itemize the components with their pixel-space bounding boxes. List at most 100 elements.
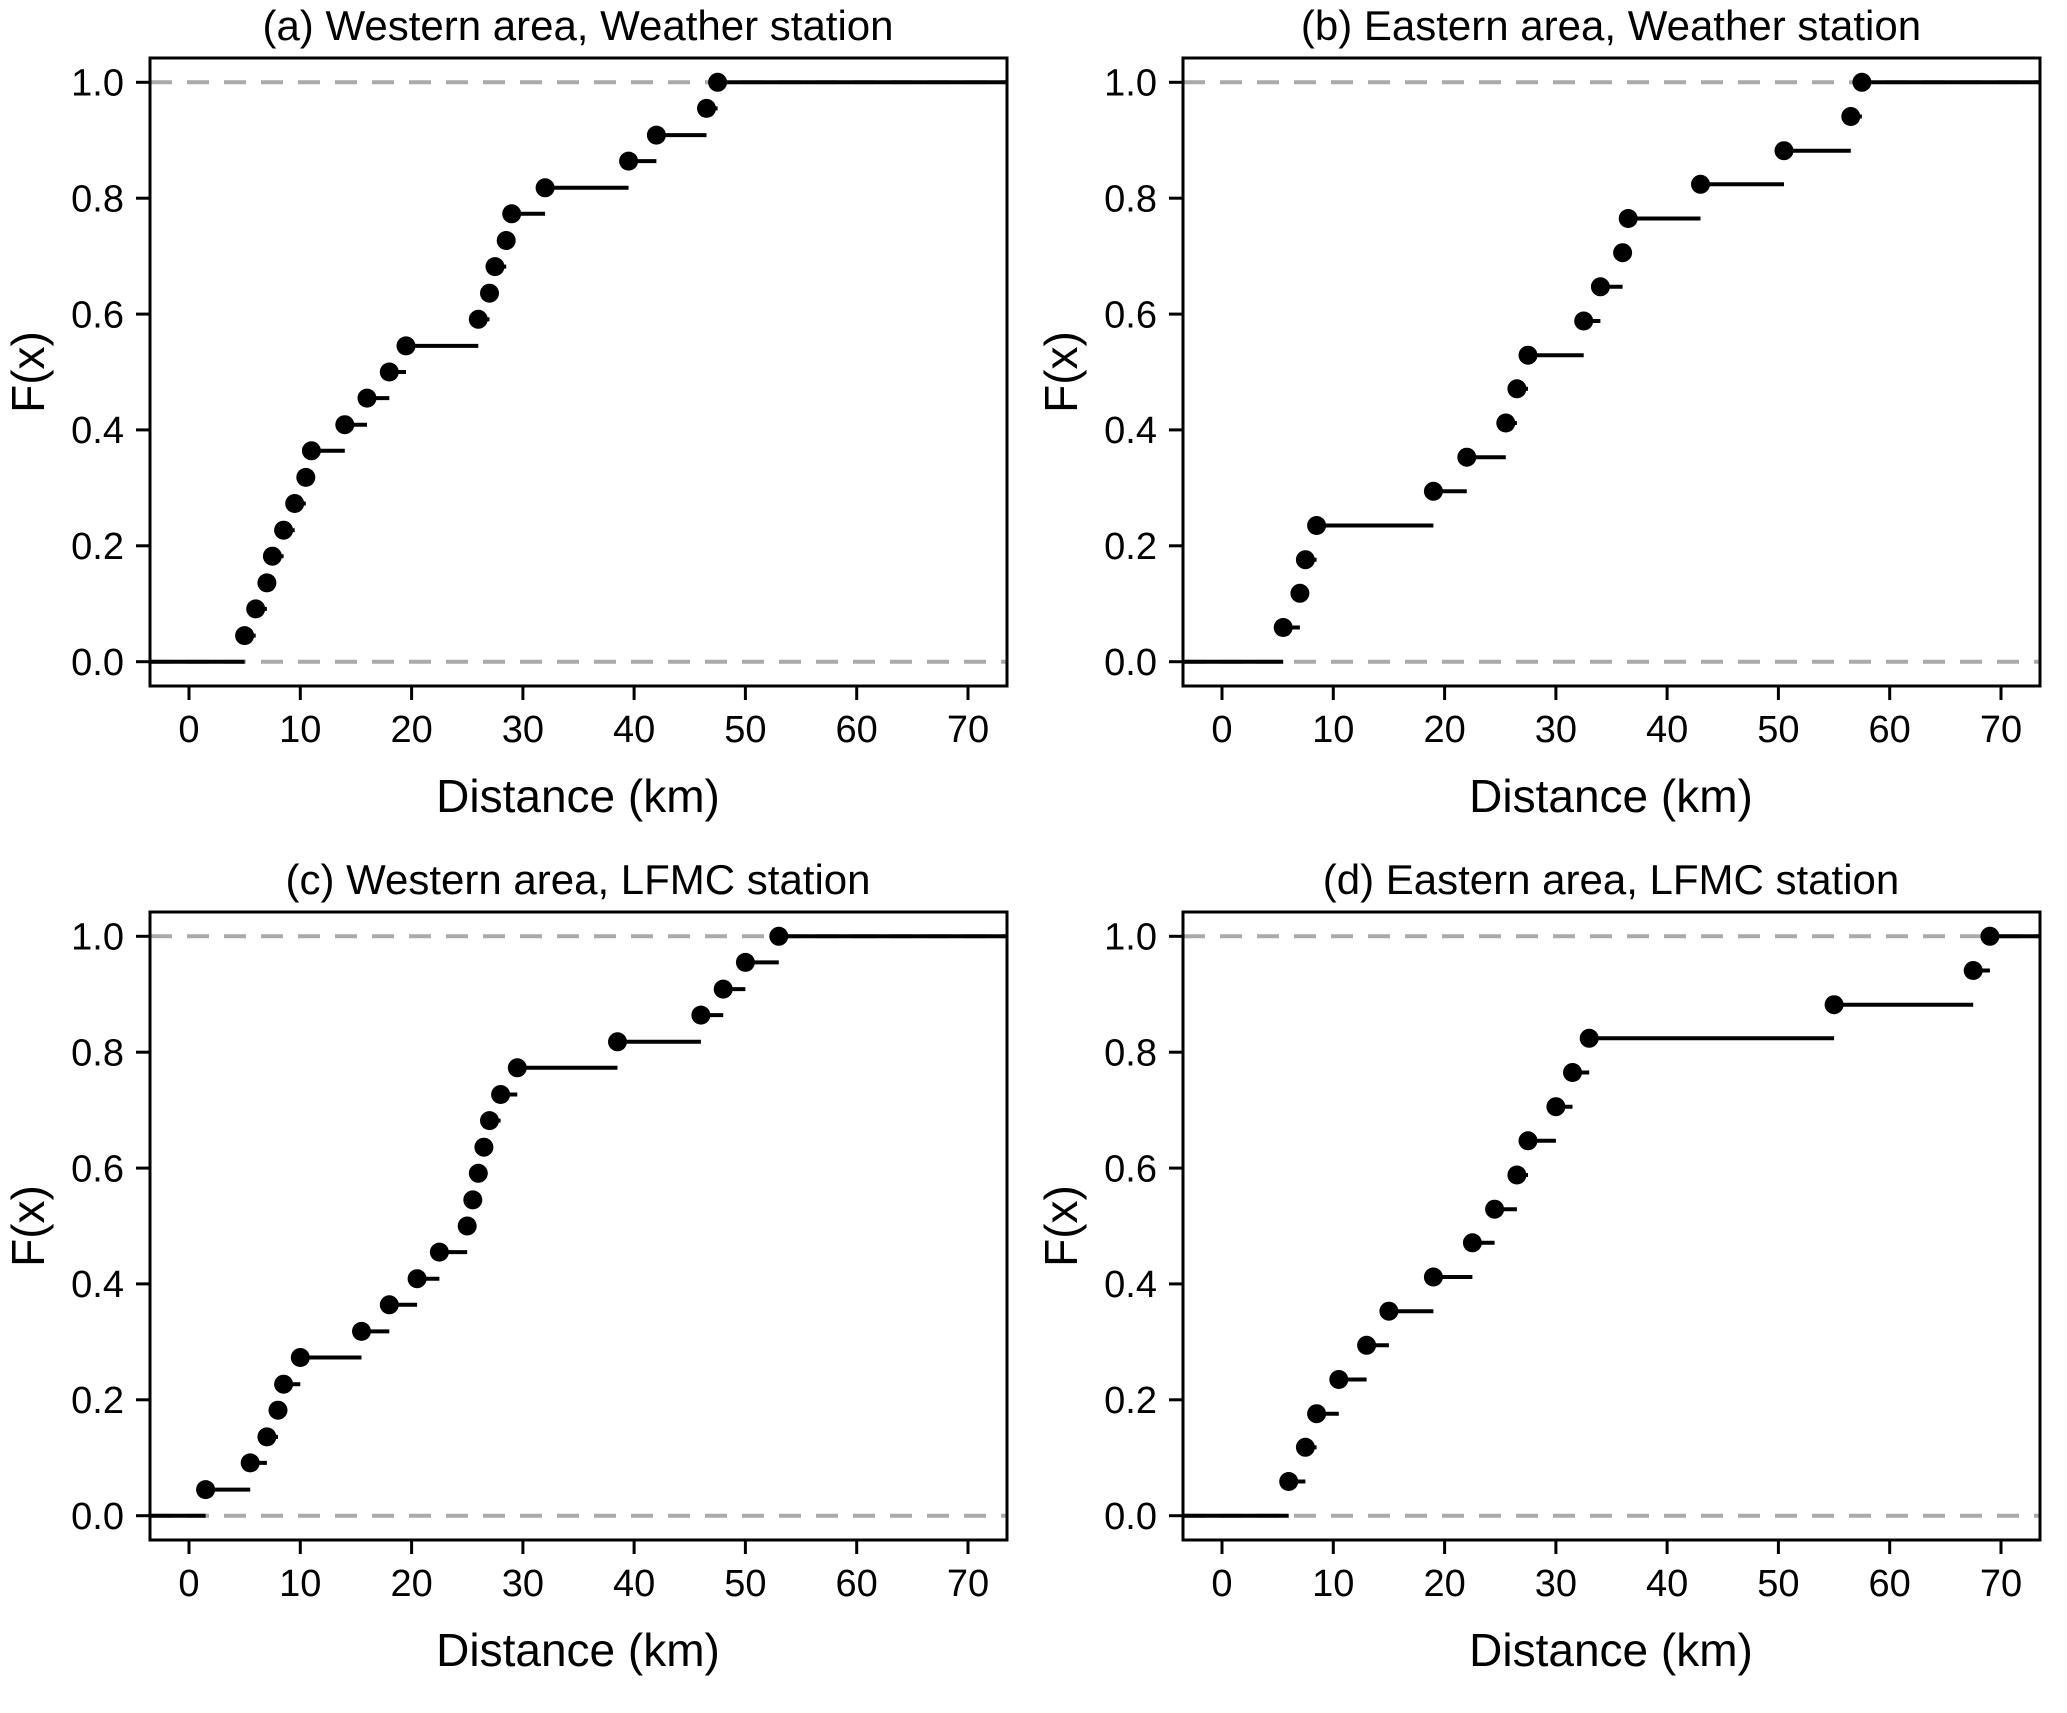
x-axis-label: Distance (km) xyxy=(436,1624,720,1676)
ecdf-point xyxy=(1546,1097,1566,1117)
ecdf-point xyxy=(296,467,316,487)
ecdf-point xyxy=(257,1427,277,1447)
ecdf-point xyxy=(468,309,488,329)
panel-b: 0 10 20 30 40 50 60 70 0.0 0.2 0.4 0.6 0.8 1.0 (b) Ea… xyxy=(1033,0,2066,854)
y-axis-label: F(x) xyxy=(1035,1185,1087,1267)
ecdf-point xyxy=(1295,1437,1315,1457)
ecdf-point xyxy=(1423,1267,1443,1287)
ecdf-point xyxy=(480,1111,499,1131)
y-tick-label: 1.0 xyxy=(1104,63,1157,105)
chart-layer-c: 0 10 20 30 40 50 60 70 0.0 0.2 0.4 0.6 0.8 1.0 xyxy=(71,910,1009,1605)
y-tick-label: 0.0 xyxy=(71,642,124,684)
x-tick-label: 20 xyxy=(1423,1563,1465,1605)
ecdf-point xyxy=(1485,1199,1505,1219)
ecdf-chart-d: 0 10 20 30 40 50 60 70 0.0 0.2 0.4 0.6 0.8 1.0 (d) Ea… xyxy=(1035,856,2042,1676)
x-axis-label: Distance (km) xyxy=(1469,1624,1753,1676)
ecdf-point xyxy=(708,72,728,92)
x-tick-label: 70 xyxy=(1980,709,2022,751)
ecdf-point xyxy=(1507,379,1527,399)
ecdf-point xyxy=(713,979,733,999)
y-tick-label: 0.4 xyxy=(1104,1264,1157,1306)
x-tick-label: 30 xyxy=(502,709,544,751)
ecdf-point xyxy=(429,1242,449,1262)
y-axis-label: F(x) xyxy=(1035,331,1087,413)
ecdf-point xyxy=(480,283,499,303)
y-tick-label: 1.0 xyxy=(71,63,124,105)
y-tick-label: 0.8 xyxy=(1104,179,1157,221)
x-tick-label: 50 xyxy=(724,709,766,751)
ecdf-point xyxy=(268,1400,288,1420)
ecdf-point xyxy=(1307,1404,1327,1424)
ecdf-point xyxy=(1295,550,1315,570)
x-tick-label: 0 xyxy=(1211,1563,1232,1605)
y-tick-label: 0.6 xyxy=(1104,1148,1157,1190)
plot-border xyxy=(1181,56,2042,688)
ecdf-point xyxy=(379,1295,399,1315)
ecdf-point xyxy=(1290,583,1310,603)
y-tick-label: 0.6 xyxy=(1104,294,1157,336)
ecdf-point xyxy=(769,926,789,946)
x-tick-label: 70 xyxy=(947,709,989,751)
x-tick-label: 60 xyxy=(836,1563,878,1605)
ecdf-point xyxy=(1518,345,1538,365)
plot-border xyxy=(148,910,1009,1542)
ecdf-point xyxy=(496,231,516,250)
ecdf-point xyxy=(502,204,522,224)
y-tick-label: 0.8 xyxy=(1104,1033,1157,1075)
y-tick-label: 0.2 xyxy=(1104,1380,1157,1422)
x-tick-label: 20 xyxy=(390,1563,432,1605)
y-axis-label: F(x) xyxy=(2,331,54,413)
x-tick-label: 30 xyxy=(502,1563,544,1605)
ecdf-point xyxy=(396,336,416,356)
panel-d: 0 10 20 30 40 50 60 70 0.0 0.2 0.4 0.6 0.8 1.0 (d) Ea… xyxy=(1033,854,2066,1708)
y-tick-label: 0.8 xyxy=(71,179,124,221)
y-tick-label: 1.0 xyxy=(1104,917,1157,959)
ecdf-point xyxy=(1691,174,1710,194)
y-tick-label: 0.4 xyxy=(71,410,124,452)
ecdf-point xyxy=(457,1216,477,1236)
ecdf-point xyxy=(1824,995,1844,1015)
chart-title: (b) Eastern area, Weather station xyxy=(1301,2,1921,49)
ecdf-point xyxy=(1273,618,1293,637)
ecdf-point xyxy=(262,546,282,566)
x-tick-label: 0 xyxy=(178,709,199,751)
ecdf-point xyxy=(491,1085,511,1104)
ecdf-point xyxy=(1563,1063,1582,1082)
x-tick-label: 0 xyxy=(1211,709,1232,751)
ecdf-point xyxy=(1574,311,1594,331)
y-tick-label: 0.0 xyxy=(1104,1496,1157,1538)
ecdf-point xyxy=(240,1453,260,1473)
ecdf-chart-c: 0 10 20 30 40 50 60 70 0.0 0.2 0.4 0.6 0.8 1.0 (c) We… xyxy=(2,856,1009,1676)
y-tick-label: 0.2 xyxy=(71,1380,124,1422)
y-axis-label: F(x) xyxy=(2,1185,54,1267)
chart-layer-a: 0 10 20 30 40 50 60 70 0.0 0.2 0.4 0.6 0.8 1.0 xyxy=(71,56,1009,751)
ecdf-point xyxy=(697,98,716,118)
plot-border xyxy=(1181,910,2042,1542)
x-tick-label: 10 xyxy=(1312,709,1354,751)
x-tick-label: 40 xyxy=(1646,709,1688,751)
ecdf-point xyxy=(301,441,321,461)
ecdf-point xyxy=(468,1163,488,1183)
y-tick-label: 0.4 xyxy=(1104,410,1157,452)
ecdf-point xyxy=(274,520,294,540)
ecdf-point xyxy=(735,952,755,972)
x-tick-label: 60 xyxy=(1869,1563,1911,1605)
ecdf-point xyxy=(1963,961,1983,980)
x-tick-label: 60 xyxy=(1869,709,1911,751)
y-tick-label: 1.0 xyxy=(71,917,124,959)
ecdf-point xyxy=(1579,1028,1599,1048)
ecdf-point xyxy=(1980,926,2000,946)
y-tick-label: 0.6 xyxy=(71,294,124,336)
x-tick-label: 30 xyxy=(1535,709,1577,751)
y-tick-label: 0.6 xyxy=(71,1148,124,1190)
ecdf-point xyxy=(290,1348,310,1367)
panel-c: 0 10 20 30 40 50 60 70 0.0 0.2 0.4 0.6 0.8 1.0 (c) We… xyxy=(0,854,1033,1708)
ecdf-point xyxy=(1329,1370,1349,1389)
ecdf-point xyxy=(335,415,355,435)
ecdf-point xyxy=(1496,413,1516,433)
y-tick-label: 0.0 xyxy=(1104,642,1157,684)
ecdf-point xyxy=(608,1032,627,1052)
ecdf-point xyxy=(235,626,255,646)
ecdf-point xyxy=(507,1058,527,1078)
